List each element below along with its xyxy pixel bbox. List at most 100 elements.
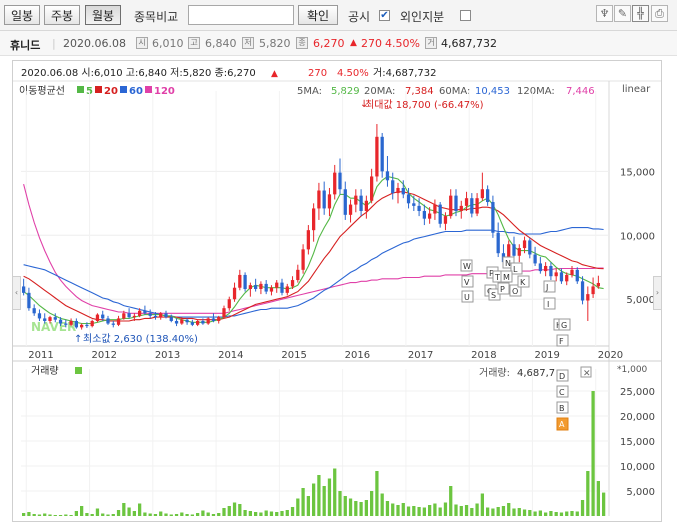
candle-body <box>143 310 147 314</box>
candle-body <box>159 313 163 318</box>
candle-body <box>385 171 390 181</box>
candle-body <box>290 280 295 287</box>
candle-body <box>201 320 205 324</box>
volume-bar <box>580 500 585 516</box>
volume-bar <box>464 505 469 516</box>
volume-bar <box>296 498 300 516</box>
volume-bar <box>180 512 184 516</box>
volume-bar <box>69 515 73 516</box>
chart-panel[interactable]: 2020.06.08 시:6,010 고:6,840 저:5,820 종:6,2… <box>12 60 662 522</box>
svg-text:O: O <box>512 287 518 296</box>
candle-body <box>544 265 548 272</box>
candle-body <box>396 187 400 194</box>
settings-icon[interactable]: ♆ <box>596 5 613 22</box>
candle-body <box>438 204 442 224</box>
monthly-button[interactable]: 월봉 <box>85 5 121 25</box>
candle-body <box>433 204 437 214</box>
candle-body <box>554 272 558 277</box>
volume-bar <box>596 481 600 516</box>
volume-bar <box>243 510 247 516</box>
volume-bar <box>90 514 94 516</box>
foreign-checkbox[interactable] <box>460 10 471 21</box>
volume-bar <box>338 491 342 516</box>
candle-body <box>69 320 73 325</box>
candle-body <box>227 299 231 309</box>
volume-bar <box>385 501 390 516</box>
candle-body <box>449 195 453 217</box>
disclosure-checkbox[interactable]: ✔ <box>379 10 390 21</box>
candle-body <box>317 190 321 209</box>
volume-bar <box>354 501 358 516</box>
candle-body <box>327 194 332 209</box>
event-markers: W V U R T Q S P N L M O K J I H G F D C … <box>460 256 571 431</box>
candle-body <box>85 324 89 327</box>
candle-body <box>264 283 268 292</box>
ma120-value: 7,446 <box>566 86 595 97</box>
pen-icon[interactable]: ✎ <box>614 5 631 22</box>
candle-body <box>348 204 353 215</box>
svg-text:P: P <box>500 285 505 294</box>
price-chart[interactable]: 2020.06.08 시:6,010 고:6,840 저:5,820 종:6,2… <box>13 61 661 521</box>
compare-input[interactable] <box>188 5 294 25</box>
chart-volume-text: 거:4,687,732 <box>373 67 436 79</box>
print-icon[interactable]: ⎙ <box>651 5 668 22</box>
daily-button[interactable]: 일봉 <box>4 5 40 25</box>
candle-body <box>391 180 395 194</box>
candle-body <box>211 318 216 321</box>
candle-body <box>180 319 184 324</box>
candle-body <box>138 310 142 316</box>
volume-bar <box>396 505 400 516</box>
volume-bar <box>559 512 564 516</box>
close-icon: 종 <box>296 37 308 49</box>
volume-bar <box>222 508 226 516</box>
confirm-button[interactable]: 확인 <box>298 5 338 25</box>
volume-bar <box>106 514 110 516</box>
volume-bars <box>22 391 606 516</box>
volume-bar <box>322 486 326 516</box>
candle-body <box>206 318 210 324</box>
volume-bar <box>317 475 321 516</box>
volume-close-button <box>580 366 592 378</box>
chart-up-arrow-icon: ▲ <box>271 69 278 79</box>
candle-body <box>533 254 537 264</box>
x-tick-label: 2011 <box>28 350 53 361</box>
volume-bar <box>591 391 595 516</box>
ma5-line <box>23 175 604 325</box>
scroll-right-tab[interactable]: › <box>653 276 662 310</box>
volume-bar <box>127 507 131 516</box>
ma5-label: 5MA: <box>297 86 322 97</box>
candle-body <box>412 203 416 206</box>
volume-bar <box>53 515 57 516</box>
top-toolbar: 일봉 주봉 월봉 종목비교 확인 공시 ✔ 외인지분 ♆ ✎ ╬ ⎙ <box>0 0 677 31</box>
x-tick-label: 2012 <box>92 350 117 361</box>
weekly-button[interactable]: 주봉 <box>44 5 80 25</box>
volume-bar <box>48 514 52 516</box>
divider: | <box>52 37 56 50</box>
volume-bar <box>264 510 268 516</box>
x-tick-label: 2014 <box>218 350 243 361</box>
volume-bar <box>301 488 305 516</box>
candle-body <box>364 200 368 211</box>
volume-bar <box>375 471 379 516</box>
volume-bar <box>132 511 136 516</box>
crosshair-icon[interactable]: ╬ <box>632 5 649 22</box>
candle-body <box>570 269 574 275</box>
low-icon: 저 <box>242 37 254 49</box>
scroll-left-tab[interactable]: ‹ <box>12 276 21 310</box>
volume-bar <box>201 510 205 516</box>
ma60-legend: 60 <box>129 86 143 97</box>
ma20-swatch <box>95 86 102 93</box>
candle-body <box>232 287 237 300</box>
volume-bar <box>343 496 347 516</box>
x-tick-label: 2018 <box>471 350 496 361</box>
candle-body <box>575 269 579 282</box>
volume-tick-label: 5,000 <box>626 487 655 498</box>
svg-text:B: B <box>559 404 565 413</box>
candle-body <box>370 176 374 201</box>
ma60-value: 10,453 <box>475 86 510 97</box>
volume-swatch <box>75 367 82 374</box>
volume-tick-label: 10,000 <box>620 462 655 473</box>
volume-bar <box>433 503 437 516</box>
ma120-swatch <box>145 86 152 93</box>
volume-tick-label: 25,000 <box>620 387 655 398</box>
